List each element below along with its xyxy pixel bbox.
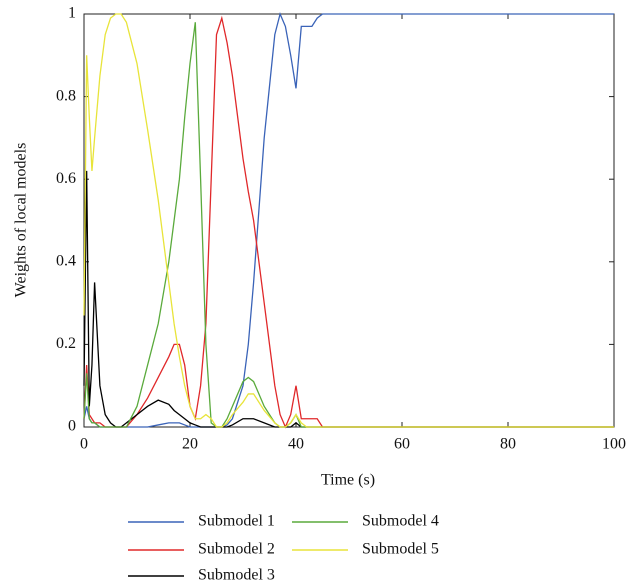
legend-label: Submodel 2 <box>198 541 275 558</box>
legend-label: Submodel 4 <box>362 513 439 530</box>
x-tick-label: 0 <box>80 436 88 453</box>
x-tick-label: 60 <box>394 436 410 453</box>
y-tick-label: 0.2 <box>56 335 76 352</box>
x-tick-label: 80 <box>500 436 516 453</box>
legend-label: Submodel 5 <box>362 541 439 558</box>
series-line <box>83 11 614 428</box>
y-tick-label: 0 <box>68 418 76 435</box>
series-line <box>83 15 614 429</box>
legend-label: Submodel 1 <box>198 513 275 530</box>
y-tick-label: 0.4 <box>56 252 76 269</box>
y-tick-label: 1 <box>68 5 76 22</box>
x-axis-label: Time (s) <box>321 472 375 489</box>
y-tick-label: 0.6 <box>56 170 76 187</box>
plot-frame <box>83 13 615 428</box>
series-line <box>83 170 614 428</box>
x-tick-label: 20 <box>182 436 198 453</box>
x-tick-label: 40 <box>288 436 304 453</box>
y-axis-label: Weights of local models <box>13 143 30 298</box>
legend-label: Submodel 3 <box>198 567 275 584</box>
x-tick-label: 100 <box>602 436 626 453</box>
y-tick-label: 0.8 <box>56 87 76 104</box>
series-line <box>83 13 614 428</box>
